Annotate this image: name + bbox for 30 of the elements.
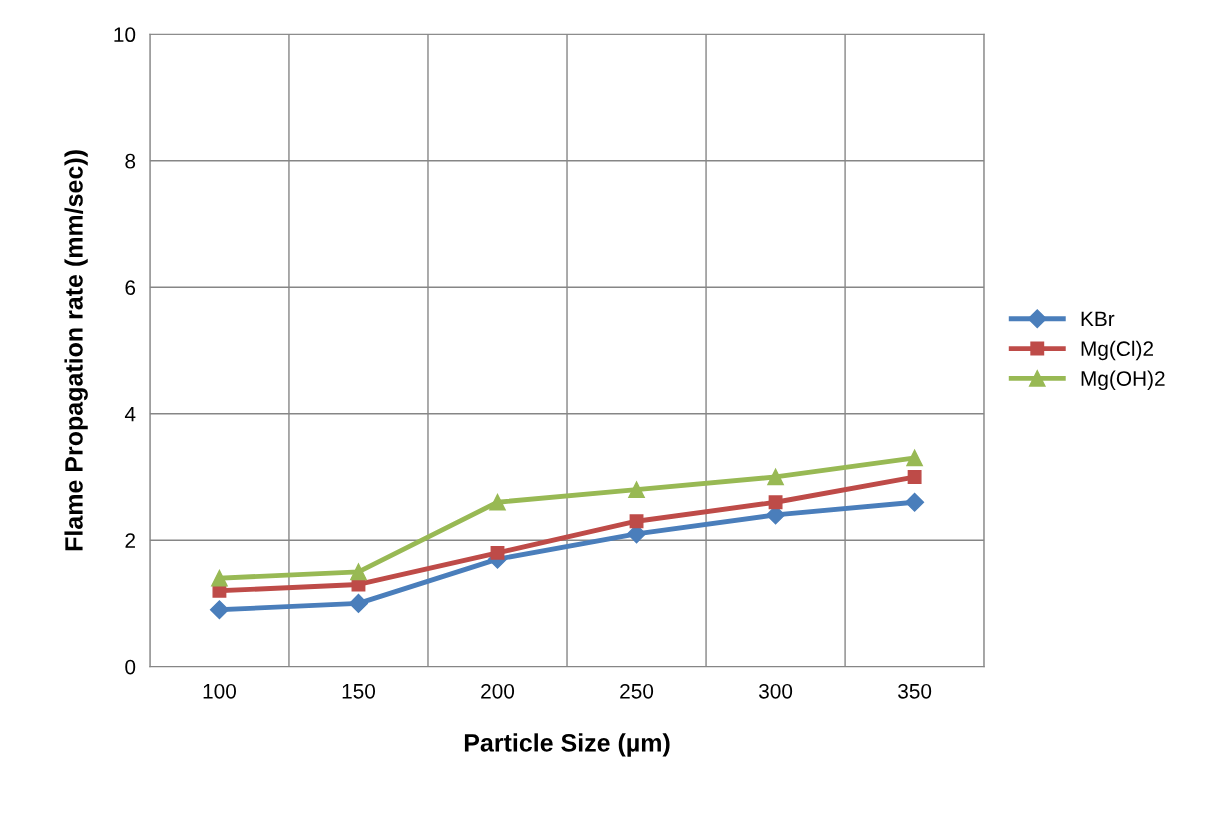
y-tick-label: 4 [124, 406, 136, 422]
y-tick-label: 6 [125, 280, 136, 295]
y-tick-label: 2 [125, 533, 135, 548]
point [907, 470, 922, 484]
x-tick-label: 150 [342, 683, 376, 699]
point [211, 569, 228, 587]
x-tick-label: 300 [758, 683, 793, 699]
point [350, 563, 367, 581]
point [489, 493, 506, 511]
point [629, 514, 644, 529]
point [348, 593, 369, 613]
legend-label: Mg(OH)2 [1081, 370, 1165, 391]
x-tick-label: 100 [203, 683, 236, 699]
point [628, 481, 645, 498]
y-tick-label: 10 [114, 27, 136, 43]
x-tick-label: 200 [481, 683, 515, 699]
legend-label: Mg(Cl)2 [1081, 340, 1153, 361]
x-tick-label: 250 [620, 683, 654, 699]
x-tick-label: 350 [898, 683, 932, 699]
point [768, 495, 783, 510]
point [905, 492, 925, 512]
point [490, 545, 505, 560]
y-axis-title: Flame Propagation rate (mm/sec)) [64, 150, 88, 551]
y-tick-label: 0 [125, 659, 136, 675]
legend-label: KBr [1081, 311, 1115, 327]
point [209, 600, 229, 620]
y-tick-label: 8 [125, 153, 136, 169]
x-axis-title: Particle Size (µm) [464, 733, 670, 757]
point [767, 468, 784, 486]
point [906, 449, 923, 467]
